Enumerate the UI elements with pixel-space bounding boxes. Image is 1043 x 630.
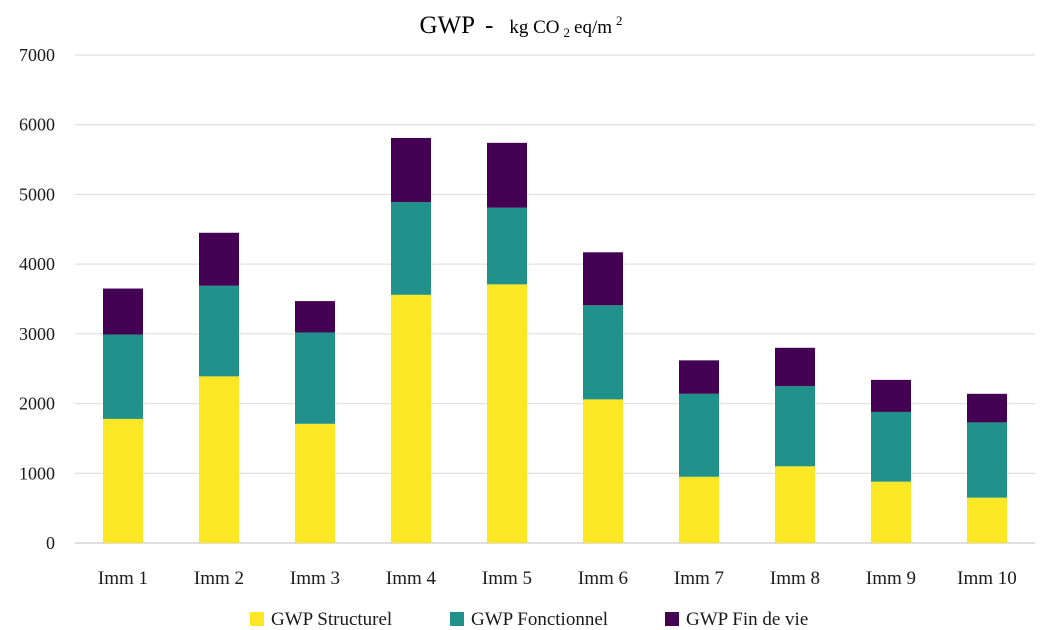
bar-segment [679, 476, 719, 543]
bar-segment [391, 202, 431, 295]
bar-segment [103, 288, 143, 335]
title-separator: - [485, 12, 493, 39]
y-tick-label: 7000 [19, 45, 55, 65]
bar-segment [199, 285, 239, 377]
title-unit-mid: eq/m [574, 17, 612, 38]
bar-segment [295, 423, 335, 543]
bar-segment [103, 418, 143, 543]
legend-label: GWP Structurel [271, 609, 392, 630]
x-axis-labels: Imm 1 Imm 2 Imm 3 Imm 4 Imm 5 Imm 6 Imm 7 Imm 8… [98, 568, 1017, 589]
x-tick-label: Imm 7 [674, 568, 724, 589]
y-tick-label: 3000 [19, 324, 55, 344]
y-tick-label: 6000 [19, 115, 55, 135]
x-tick-label: Imm 5 [482, 568, 532, 589]
x-tick-label: Imm 10 [957, 568, 1017, 589]
bar-segment [775, 386, 815, 467]
bar-segment [103, 334, 143, 419]
bar-segment [199, 376, 239, 543]
title-main: GWP [419, 12, 475, 39]
y-axis-ticks: 0 1000 2000 3000 4000 5000 6000 7000 [19, 45, 55, 553]
legend-label: GWP Fonctionnel [471, 609, 608, 630]
bar-segment [967, 393, 1007, 423]
y-tick-label: 2000 [19, 394, 55, 414]
x-tick-label: Imm 9 [866, 568, 916, 589]
title-unit-superscript: 2 [616, 13, 623, 28]
bar-segment [775, 466, 815, 543]
bar-segment [487, 142, 527, 208]
y-tick-label: 4000 [19, 254, 55, 274]
legend-swatch [250, 612, 264, 626]
bar-segment [391, 137, 431, 203]
bar-segment [775, 347, 815, 387]
bar-segment [583, 252, 623, 306]
bar-segment [199, 232, 239, 286]
bar-segment [391, 294, 431, 543]
x-tick-label: Imm 2 [194, 568, 244, 589]
legend-swatch [665, 612, 679, 626]
title-unit-subscript: 2 [564, 25, 571, 40]
bars [103, 137, 1007, 543]
bar-segment [487, 207, 527, 285]
x-tick-label: Imm 1 [98, 568, 148, 589]
bar-segment [871, 481, 911, 543]
bar-segment [487, 284, 527, 543]
x-tick-label: Imm 8 [770, 568, 820, 589]
bar-segment [295, 332, 335, 424]
y-tick-label: 1000 [19, 463, 55, 483]
y-tick-label: 0 [46, 533, 55, 553]
legend: GWP Structurel GWP Fonctionnel GWP Fin de … [250, 609, 808, 630]
chart-title: GWP - kg CO 2 eq/m 2 [419, 12, 622, 41]
bar-segment [679, 393, 719, 477]
x-tick-label: Imm 6 [578, 568, 628, 589]
x-tick-label: Imm 3 [290, 568, 340, 589]
legend-label: GWP Fin de vie [686, 609, 808, 630]
bar-segment [871, 411, 911, 482]
y-tick-label: 5000 [19, 184, 55, 204]
bar-segment [967, 422, 1007, 498]
bar-segment [583, 399, 623, 543]
x-tick-label: Imm 4 [386, 568, 437, 589]
bar-segment [871, 379, 911, 412]
bar-segment [679, 360, 719, 394]
legend-swatch [450, 612, 464, 626]
bar-segment [583, 305, 623, 400]
bar-segment [967, 497, 1007, 543]
bar-segment [295, 301, 335, 333]
title-unit-prefix: kg CO [509, 17, 559, 38]
